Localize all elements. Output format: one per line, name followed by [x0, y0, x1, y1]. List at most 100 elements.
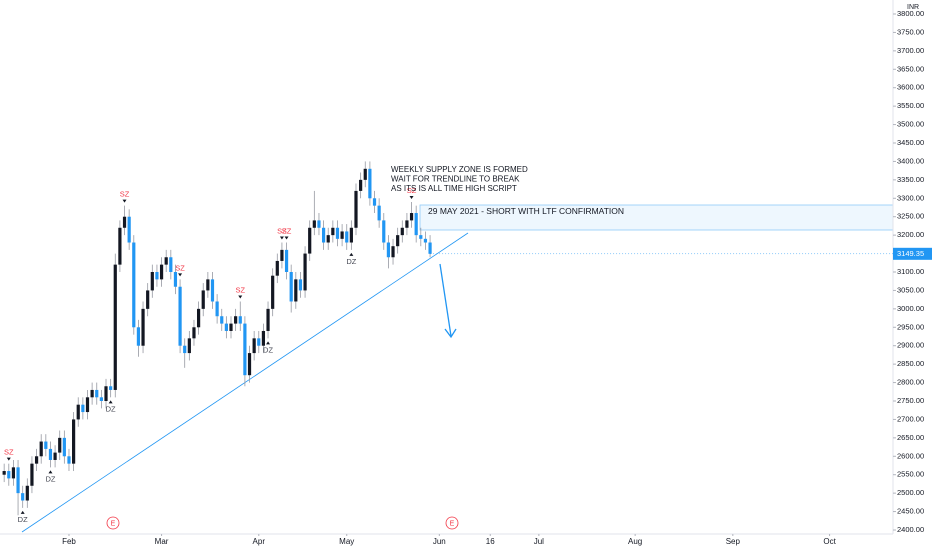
marker-label: DZ	[45, 474, 55, 483]
y-tick-label: 3750.00	[897, 27, 924, 36]
candle-body	[21, 493, 25, 501]
y-tick-label: 2500.00	[897, 488, 924, 497]
candle-body	[150, 272, 154, 291]
candle-body	[178, 286, 182, 346]
candle-body	[16, 467, 20, 494]
candle-body	[58, 437, 62, 453]
y-tick-label: 3050.00	[897, 285, 924, 294]
marker-arrow	[6, 457, 11, 461]
candle-body	[414, 213, 418, 236]
x-tick-label: Jul	[534, 537, 544, 546]
candle-body	[317, 220, 321, 228]
candle-body	[252, 338, 256, 354]
marker-arrow	[266, 341, 271, 345]
last-price-label: 3149.35	[897, 249, 924, 258]
candle-body	[39, 441, 43, 457]
candle-body	[303, 253, 307, 291]
candle-body	[220, 316, 224, 324]
y-tick-label: 3700.00	[897, 46, 924, 55]
candle-body	[109, 386, 113, 390]
candle-body	[400, 227, 404, 236]
x-tick-label: Feb	[62, 537, 76, 546]
marker-label: SZ	[175, 263, 185, 272]
candle-body	[340, 231, 344, 239]
candle-body	[335, 227, 340, 239]
last-price-tag	[893, 247, 932, 260]
candle-body	[67, 456, 71, 464]
marker-label: DZ	[18, 515, 28, 524]
candle-body	[359, 179, 363, 191]
candle-body	[210, 279, 215, 302]
candle-body	[321, 227, 326, 243]
marker-label: SZ	[407, 186, 417, 195]
y-tick-label: 3200.00	[897, 230, 924, 239]
candle-body	[81, 404, 85, 413]
candle-body	[372, 198, 377, 206]
candle-body	[187, 338, 191, 354]
candle-body	[62, 437, 66, 457]
candle-body	[261, 330, 266, 346]
x-tick-label: Sep	[726, 537, 741, 546]
candle-body	[409, 213, 414, 221]
candle-body	[113, 264, 117, 390]
candle-body	[243, 323, 247, 376]
y-tick-label: 2950.00	[897, 322, 924, 331]
event-label: E	[450, 520, 455, 527]
supply-zone	[419, 204, 894, 231]
y-tick-label: 3650.00	[897, 64, 924, 73]
candle-body	[34, 456, 39, 464]
candle-body	[354, 190, 358, 228]
y-tick-label: 2700.00	[897, 414, 924, 423]
annotation: WAIT FOR TRENDLINE TO BREAK	[391, 175, 520, 184]
annotation: WEEKLY SUPPLY ZONE IS FORMED	[391, 165, 528, 174]
y-tick-label: 2900.00	[897, 341, 924, 350]
marker-label: DZ	[263, 345, 273, 354]
candle-body	[183, 345, 187, 354]
candle-body	[386, 242, 391, 258]
candle-body	[76, 404, 80, 420]
candle-body	[48, 448, 53, 460]
y-tick-label: 2450.00	[897, 507, 924, 516]
y-tick-label: 3500.00	[897, 120, 924, 129]
arrow	[439, 263, 452, 337]
candle-body	[289, 272, 293, 302]
candle-body	[136, 327, 141, 346]
candle-body	[95, 389, 99, 398]
candle-body	[85, 397, 90, 413]
candle-body	[206, 279, 210, 291]
y-tick-label: 2550.00	[897, 470, 924, 479]
y-tick-label: 3100.00	[897, 267, 924, 276]
event-marker	[445, 516, 459, 530]
candle-body	[377, 205, 381, 221]
marker-label: SZ	[282, 226, 292, 235]
candle-body	[169, 257, 173, 272]
y-tick-label: 3000.00	[897, 304, 924, 313]
candle-body	[363, 168, 367, 180]
candle-body	[132, 242, 136, 328]
y-tick-label: 3350.00	[897, 175, 924, 184]
x-tick-label: Mar	[155, 537, 169, 546]
marker-arrow	[279, 236, 284, 240]
candle-body	[234, 316, 238, 324]
candle-body	[2, 471, 6, 475]
candle-body	[7, 471, 11, 479]
candle-body	[224, 323, 228, 331]
y-tick-label: 2400.00	[897, 525, 924, 534]
y-tick-label: 3400.00	[897, 156, 924, 165]
candle-body	[419, 235, 423, 239]
candle-body	[118, 227, 122, 265]
x-tick-label: Jun	[433, 537, 446, 546]
candle-body	[146, 290, 150, 309]
candle-body	[308, 227, 312, 254]
candle-body	[298, 279, 303, 291]
marker-arrow	[48, 470, 53, 474]
candle-body	[247, 353, 252, 376]
event-marker	[106, 516, 120, 530]
y-tick-label: 2600.00	[897, 451, 924, 460]
candle-body	[396, 235, 400, 247]
y-tick-label: 3450.00	[897, 138, 924, 147]
candle-body	[44, 441, 48, 449]
candle-body	[196, 308, 201, 328]
marker-arrow	[349, 252, 354, 256]
